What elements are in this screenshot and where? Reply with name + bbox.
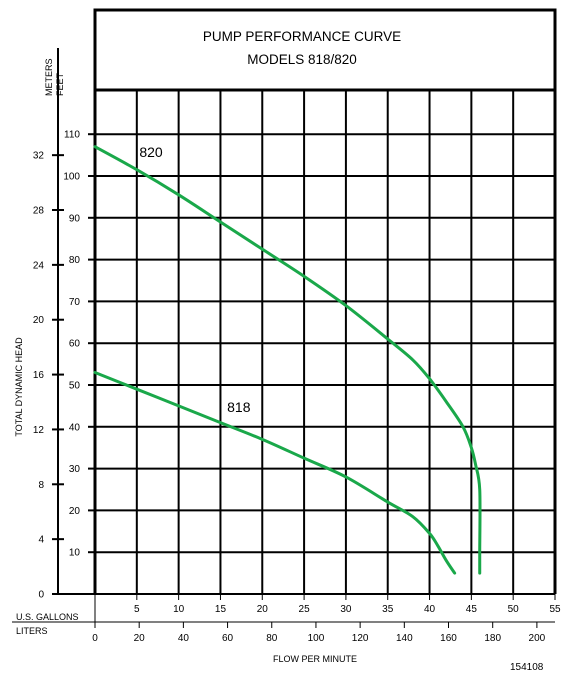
- liters-tick-label: 0: [92, 633, 98, 644]
- title-box: [93, 8, 557, 92]
- meters-tick-label: 12: [33, 425, 45, 436]
- feet-tick-label: 110: [64, 130, 80, 141]
- feet-tick-label: 50: [69, 381, 81, 392]
- gallons-tick-label: 30: [340, 604, 352, 615]
- curve-818: [93, 370, 457, 575]
- liters-tick-label: 180: [484, 633, 501, 644]
- meters-tick-label: 20: [33, 315, 45, 326]
- feet-tick-label: 40: [69, 422, 81, 433]
- feet-tick-label: 60: [69, 339, 81, 350]
- curves: 820 818: [93, 144, 482, 575]
- feet-tick-label: 70: [69, 297, 81, 308]
- meters-tick-label: 16: [33, 370, 45, 381]
- meters-tick-label: 32: [33, 151, 45, 162]
- y-axis-title: TOTAL DYNAMIC HEAD: [14, 337, 24, 437]
- figure-code: 154108: [510, 662, 544, 673]
- gallons-tick-label: 50: [508, 604, 520, 615]
- meters-unit-label: METERS: [44, 58, 54, 96]
- feet-tick-label: 30: [69, 464, 81, 475]
- curve-820: [93, 145, 482, 575]
- feet-unit-label: FEET: [55, 72, 65, 96]
- meters-tick-label: 8: [38, 480, 44, 491]
- liters-tick-label: 40: [178, 633, 190, 644]
- feet-tick-label: 90: [69, 213, 81, 224]
- liters-unit-label: LITERS: [16, 626, 48, 636]
- meters-tick-label: 28: [33, 206, 45, 217]
- x-axis: 5 10 15 20 25 30 35 40 45 50 55 0 20 40 60 80 100 120 140 1…: [12, 594, 561, 644]
- gallons-tick-label: 35: [382, 604, 394, 615]
- feet-tick-label: 80: [69, 255, 81, 266]
- meters-tick-label: 4: [38, 535, 44, 546]
- liters-tick-label: 100: [308, 633, 325, 644]
- grid-lines: [58, 90, 557, 595]
- liters-tick-label: 120: [352, 633, 369, 644]
- liters-tick-label: 160: [440, 633, 457, 644]
- chart-title-line2: MODELS 818/820: [247, 52, 357, 67]
- feet-tick-label: 100: [63, 172, 80, 183]
- liters-tick-label: 200: [529, 633, 546, 644]
- curve-label-820: 820: [139, 144, 163, 160]
- meters-tick-label: 24: [33, 260, 45, 271]
- feet-tick-label: 10: [69, 548, 81, 559]
- gallons-tick-label: 5: [134, 604, 140, 615]
- gallons-tick-label: 55: [549, 604, 561, 615]
- y-axis: 10 20 30 40 50 60 70 80 90 100 110 0 4 8 12 16 20 24 28 32: [33, 48, 95, 601]
- liters-tick-label: 140: [396, 633, 413, 644]
- us-gallons-unit-label: U.S. GALLONS: [16, 612, 79, 622]
- curve-label-818: 818: [227, 399, 251, 415]
- gallons-tick-label: 15: [215, 604, 227, 615]
- gallons-tick-label: 20: [257, 604, 269, 615]
- liters-tick-label: 80: [266, 633, 278, 644]
- gallons-tick-label: 10: [173, 604, 185, 615]
- gallons-tick-label: 40: [424, 604, 436, 615]
- liters-tick-label: 60: [222, 633, 234, 644]
- feet-tick-label: 20: [69, 506, 81, 517]
- gallons-tick-label: 25: [299, 604, 311, 615]
- chart-title-line1: PUMP PERFORMANCE CURVE: [203, 29, 401, 44]
- meters-tick-label: 0: [38, 590, 44, 601]
- x-axis-title: FLOW PER MINUTE: [273, 654, 357, 664]
- liters-tick-label: 20: [134, 633, 146, 644]
- gallons-tick-label: 45: [466, 604, 478, 615]
